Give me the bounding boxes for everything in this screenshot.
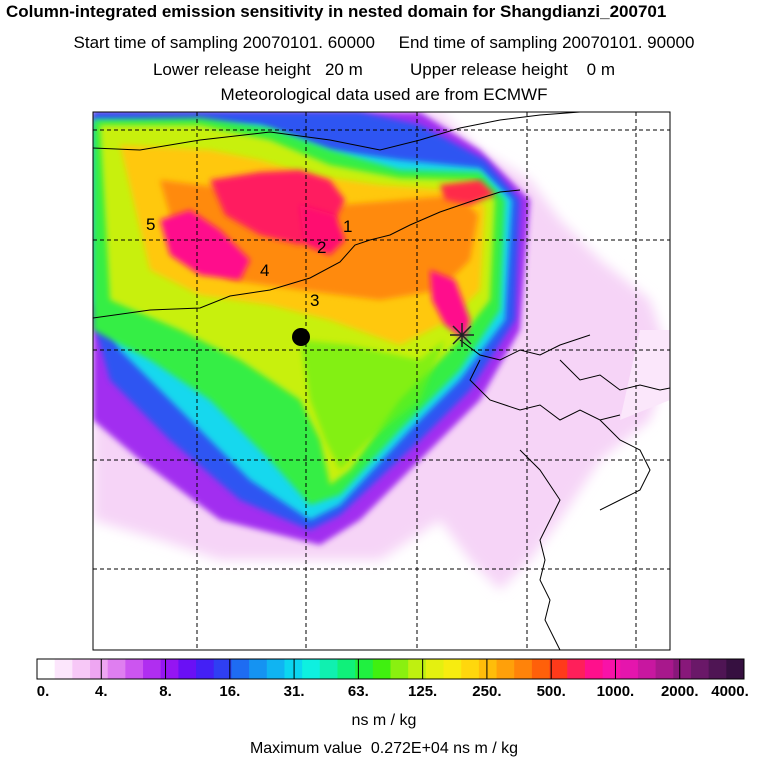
colorbar-cell bbox=[497, 659, 515, 679]
colorbar-cell bbox=[214, 659, 232, 679]
colorbar-cell bbox=[603, 659, 621, 679]
colorbar-label: 125. bbox=[408, 683, 437, 700]
colorbar-cell bbox=[514, 659, 532, 679]
colorbar-cell bbox=[108, 659, 126, 679]
colorbar-label: 0. bbox=[37, 683, 50, 700]
colorbar-cells bbox=[37, 659, 745, 679]
colorbar-cell bbox=[426, 659, 444, 679]
colorbar-cell bbox=[249, 659, 267, 679]
colorbar-unit: ns m / kg bbox=[0, 712, 768, 730]
colorbar-cell bbox=[461, 659, 479, 679]
colorbar-cell bbox=[284, 659, 302, 679]
colorbar-cell bbox=[373, 659, 391, 679]
colorbar-label: 1000. bbox=[597, 683, 635, 700]
colorbar-cell bbox=[726, 659, 744, 679]
colorbar-cell bbox=[709, 659, 727, 679]
colorbar-label: 31. bbox=[284, 683, 305, 700]
colorbar-cell bbox=[638, 659, 656, 679]
colorbar-cell bbox=[125, 659, 143, 679]
colorbar-cell bbox=[585, 659, 603, 679]
colorbar-cell bbox=[567, 659, 585, 679]
colorbar-cell bbox=[72, 659, 90, 679]
colorbar-cell bbox=[55, 659, 73, 679]
colorbar-label: 4. bbox=[95, 683, 108, 700]
colorbar-cell bbox=[161, 659, 179, 679]
colorbar-cell bbox=[90, 659, 108, 679]
colorbar-cell bbox=[444, 659, 462, 679]
colorbar-label: 8. bbox=[159, 683, 172, 700]
colorbar-label: 63. bbox=[348, 683, 369, 700]
colorbar-cell bbox=[691, 659, 709, 679]
colorbar-label: 4000. bbox=[711, 683, 749, 700]
colorbar-cell bbox=[320, 659, 338, 679]
max-value-text: Maximum value 0.272E+04 ns m / kg bbox=[0, 740, 768, 758]
colorbar-cell bbox=[196, 659, 214, 679]
colorbar-cell bbox=[479, 659, 497, 679]
colorbar-cell bbox=[337, 659, 355, 679]
colorbar-cell bbox=[532, 659, 550, 679]
colorbar-cell bbox=[620, 659, 638, 679]
colorbar-cell bbox=[550, 659, 568, 679]
colorbar-cell bbox=[408, 659, 426, 679]
colorbar-cell bbox=[37, 659, 55, 679]
colorbar-label: 16. bbox=[219, 683, 240, 700]
colorbar-cell bbox=[673, 659, 691, 679]
colorbar-label: 2000. bbox=[661, 683, 699, 700]
colorbar-cell bbox=[231, 659, 249, 679]
colorbar-cell bbox=[178, 659, 196, 679]
colorbar-cell bbox=[656, 659, 674, 679]
colorbar-label: 500. bbox=[537, 683, 566, 700]
colorbar-cell bbox=[143, 659, 161, 679]
colorbar-cell bbox=[302, 659, 320, 679]
colorbar-label: 250. bbox=[472, 683, 501, 700]
colorbar-cell bbox=[391, 659, 409, 679]
colorbar-cell bbox=[267, 659, 285, 679]
